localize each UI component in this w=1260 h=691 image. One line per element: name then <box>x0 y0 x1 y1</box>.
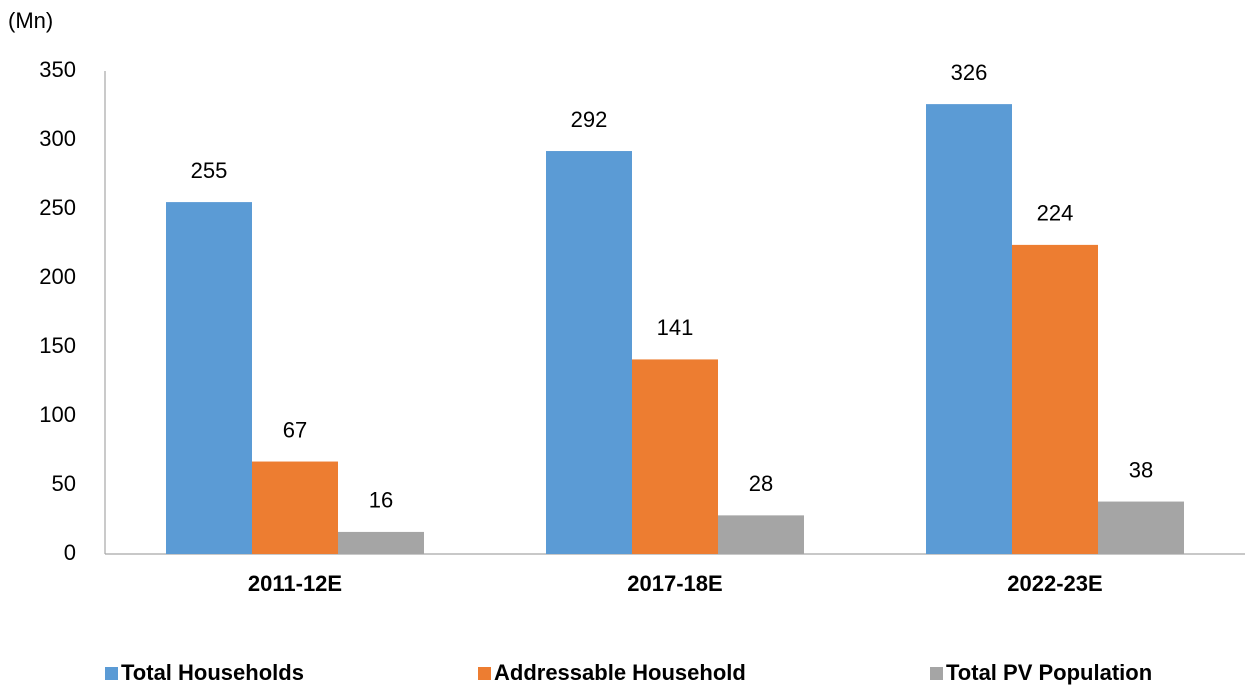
bar <box>718 515 804 554</box>
y-tick-label: 150 <box>39 333 76 358</box>
y-tick-label: 250 <box>39 195 76 220</box>
data-label: 16 <box>369 488 393 513</box>
data-label: 326 <box>951 60 988 85</box>
legend-swatch <box>930 667 943 680</box>
bar <box>926 104 1012 555</box>
legend-swatch <box>478 667 491 680</box>
legend-swatch <box>105 667 118 680</box>
bar <box>546 151 632 555</box>
y-tick-label: 50 <box>52 471 76 496</box>
bar <box>1012 244 1098 554</box>
data-label: 292 <box>571 107 608 132</box>
x-tick-label: 2022-23E <box>1007 571 1102 596</box>
y-tick-label: 200 <box>39 264 76 289</box>
y-tick-label: 350 <box>39 57 76 82</box>
legend-label: Addressable Household <box>494 660 746 685</box>
x-tick-label: 2011-12E <box>248 571 342 596</box>
bar <box>166 202 252 554</box>
bar <box>338 531 424 554</box>
data-label: 38 <box>1129 457 1153 482</box>
y-tick-label: 100 <box>39 402 76 427</box>
legend-label: Total PV Population <box>946 660 1152 685</box>
data-label: 224 <box>1037 201 1074 226</box>
data-label: 67 <box>283 417 307 442</box>
x-tick-label: 2017-18E <box>627 571 722 596</box>
bar <box>1098 501 1184 554</box>
data-label: 255 <box>191 158 228 183</box>
data-label: 141 <box>657 315 694 340</box>
legend-label: Total Households <box>121 660 304 685</box>
y-tick-label: 0 <box>64 540 76 565</box>
bar <box>252 461 338 554</box>
y-axis-label: (Mn) <box>8 8 53 33</box>
data-label: 28 <box>749 471 773 496</box>
y-tick-label: 300 <box>39 126 76 151</box>
bar <box>632 359 718 554</box>
